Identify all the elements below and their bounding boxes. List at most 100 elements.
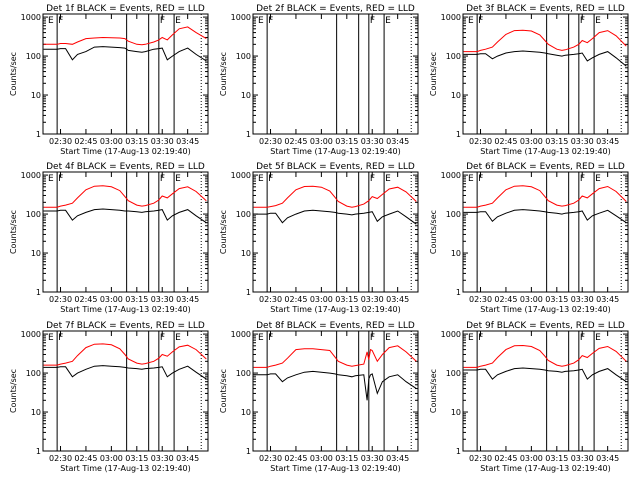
x-axis-label: Start Time (17-Aug-13 02:19:40) (480, 464, 611, 473)
events-series-line (43, 365, 207, 380)
flag-label: F (370, 174, 375, 184)
x-tick-label: 03:00 (310, 295, 333, 304)
y-tick-label: 10 (241, 249, 251, 258)
events-series-line (253, 370, 417, 401)
y-tick-label: 1000 (441, 13, 461, 22)
x-tick-label: 02:30 (49, 454, 72, 463)
plot-frame (462, 13, 629, 135)
x-axis-label: Start Time (17-Aug-13 02:19:40) (60, 305, 191, 314)
x-tick-label: 02:45 (494, 137, 517, 146)
plot-frame (252, 330, 419, 452)
flag-label: F (478, 16, 483, 26)
y-tick-label: 100 (236, 52, 251, 61)
y-tick-label: 1 (456, 447, 461, 456)
y-tick-label: 10 (451, 408, 461, 417)
y-tick-label: 1 (246, 447, 251, 456)
plot-frame (252, 13, 419, 135)
events-series-line (43, 46, 207, 62)
y-tick-label: 1 (36, 447, 41, 456)
flag-label: E (48, 333, 54, 343)
y-tick-label: 10 (451, 91, 461, 100)
lld-series-line (253, 345, 417, 368)
y-tick-label: 1000 (231, 171, 251, 180)
detector-panel: Det 6f BLACK = Events, RED = LLD 1 10 100 10… (429, 162, 629, 314)
flag-label: F (478, 333, 483, 343)
x-tick-label: 03:45 (596, 137, 619, 146)
x-tick-label: 03:00 (100, 295, 123, 304)
y-axis-label: Counts/sec (9, 369, 18, 413)
x-tick-label: 03:30 (571, 454, 594, 463)
panel-title: Det 5f BLACK = Events, RED = LLD (256, 162, 415, 172)
y-axis-label: Counts/sec (9, 210, 18, 254)
x-tick-label: 03:30 (361, 137, 384, 146)
y-axis-label: Counts/sec (429, 369, 438, 413)
x-tick-label: 03:45 (386, 137, 409, 146)
flag-label: E (595, 16, 601, 26)
flag-label: E (48, 16, 54, 26)
x-tick-label: 02:45 (74, 137, 97, 146)
x-axis-label: Start Time (17-Aug-13 02:19:40) (60, 464, 191, 473)
x-tick-label: 02:45 (74, 454, 97, 463)
flag-label: F (580, 174, 585, 184)
panel-title: Det 6f BLACK = Events, RED = LLD (466, 162, 625, 172)
x-tick-label: 03:15 (335, 454, 358, 463)
y-tick-label: 1 (36, 288, 41, 297)
x-tick-label: 02:45 (284, 454, 307, 463)
detector-panel: Det 7f BLACK = Events, RED = LLD 1 10 100 10… (9, 321, 209, 473)
plot-frame (42, 13, 209, 135)
flag-label: F (58, 16, 63, 26)
x-tick-label: 02:30 (49, 137, 72, 146)
plot-frame (252, 171, 419, 293)
y-tick-label: 100 (236, 210, 251, 219)
flag-label: F (160, 16, 165, 26)
x-tick-label: 02:45 (284, 295, 307, 304)
x-tick-label: 03:30 (361, 454, 384, 463)
flag-label: F (160, 174, 165, 184)
y-axis-label: Counts/sec (9, 52, 18, 96)
flag-label: F (268, 333, 273, 343)
x-tick-label: 02:45 (74, 295, 97, 304)
x-tick-label: 03:45 (596, 454, 619, 463)
x-tick-label: 03:45 (176, 454, 199, 463)
flag-label: E (175, 333, 181, 343)
flag-label: E (468, 174, 474, 184)
x-tick-label: 02:30 (49, 295, 72, 304)
y-axis-label: Counts/sec (219, 210, 228, 254)
x-tick-label: 03:00 (310, 137, 333, 146)
y-axis-label: Counts/sec (219, 52, 228, 96)
flag-label: F (580, 333, 585, 343)
flag-label: E (385, 16, 391, 26)
y-tick-label: 1 (456, 130, 461, 139)
plot-frame (42, 171, 209, 293)
flag-label: E (175, 174, 181, 184)
x-tick-label: 02:30 (469, 295, 492, 304)
detector-panel: Det 2f BLACK = Events, RED = LLD 1 10 100 10… (219, 4, 419, 156)
y-axis-label: Counts/sec (429, 210, 438, 254)
lld-series-line (43, 185, 207, 208)
panel-title: Det 8f BLACK = Events, RED = LLD (256, 321, 415, 331)
y-tick-label: 10 (31, 408, 41, 417)
x-tick-label: 03:15 (125, 295, 148, 304)
y-tick-label: 100 (446, 52, 461, 61)
flag-label: E (175, 16, 181, 26)
x-tick-label: 03:45 (176, 295, 199, 304)
x-tick-label: 03:30 (571, 295, 594, 304)
flag-label: F (58, 174, 63, 184)
x-tick-label: 02:45 (494, 295, 517, 304)
x-tick-label: 03:00 (520, 454, 543, 463)
lld-series-line (463, 29, 627, 53)
x-tick-label: 03:00 (310, 454, 333, 463)
y-tick-label: 10 (241, 408, 251, 417)
detector-panel: Det 9f BLACK = Events, RED = LLD 1 10 100 10… (429, 321, 629, 473)
events-series-line (463, 209, 627, 224)
detector-panel: Det 1f BLACK = Events, RED = LLD 1 10 100 10… (9, 4, 209, 156)
flag-label: F (370, 16, 375, 26)
flag-label: F (160, 333, 165, 343)
x-tick-label: 02:30 (259, 295, 282, 304)
x-tick-label: 02:30 (259, 454, 282, 463)
x-tick-label: 03:30 (571, 137, 594, 146)
lld-series-line (463, 344, 627, 368)
flag-label: E (595, 174, 601, 184)
detector-panel: Det 3f BLACK = Events, RED = LLD 1 10 100 10… (429, 4, 629, 156)
